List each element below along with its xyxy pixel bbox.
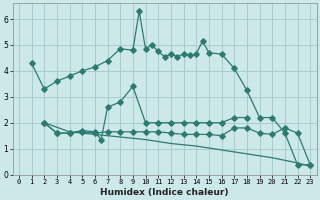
X-axis label: Humidex (Indice chaleur): Humidex (Indice chaleur) (100, 188, 229, 197)
